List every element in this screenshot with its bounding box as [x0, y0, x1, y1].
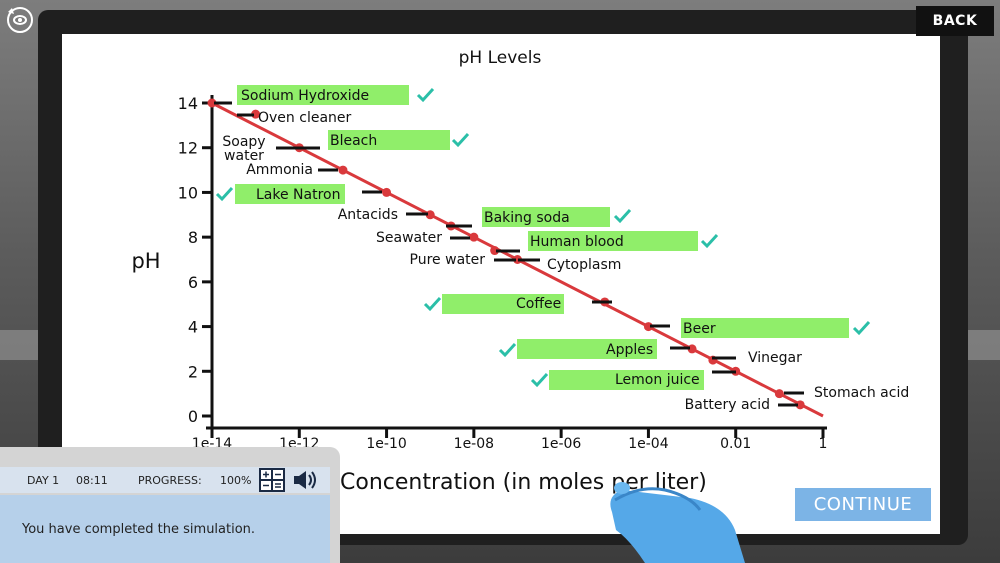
rotate-view-icon[interactable] [4, 4, 36, 36]
x-axis-title: Concentration (in moles per liter) [340, 470, 707, 495]
ph-label-text: Bleach [330, 133, 377, 149]
y-tick-label: 12 [178, 139, 198, 158]
x-tick-label: 1 [819, 436, 828, 452]
ph-label-text: Stomach acid [814, 385, 909, 401]
check-icon [852, 320, 871, 336]
ph-label-text: water [224, 148, 264, 164]
matched-label-box[interactable] [528, 231, 698, 251]
ph-label-text: Vinegar [748, 350, 802, 366]
speaker-icon[interactable] [292, 469, 320, 491]
data-point [490, 246, 500, 256]
x-tick-label: 1e-08 [454, 436, 494, 452]
status-bar: DAY 1 08:11 PROGRESS: 100% [0, 467, 330, 493]
calculator-icon[interactable] [259, 468, 285, 492]
data-point [469, 232, 479, 242]
check-icon [423, 296, 442, 312]
back-button[interactable]: BACK [916, 6, 994, 36]
x-tick-label: 1e-04 [628, 436, 668, 452]
check-icon [416, 87, 435, 103]
ph-label-text: Human blood [530, 234, 624, 250]
ph-label-text: Oven cleaner [258, 110, 352, 126]
y-tick-label: 0 [188, 407, 198, 426]
data-point [207, 98, 217, 108]
check-icon [700, 233, 719, 249]
data-point [643, 322, 653, 332]
check-icon [498, 342, 517, 358]
data-point [774, 389, 784, 399]
ph-label-text: Ammonia [246, 162, 313, 178]
matched-label-box[interactable] [442, 294, 564, 314]
time-label: 08:11 [76, 473, 108, 487]
check-icon [451, 132, 470, 148]
matched-label-box[interactable] [517, 339, 657, 359]
left-edge [0, 330, 40, 360]
ph-label-text: Antacids [338, 207, 398, 223]
matched-label-box[interactable] [482, 207, 610, 227]
y-tick-label: 6 [188, 273, 198, 292]
ph-label-text: Lemon juice [615, 372, 700, 388]
ph-label-text: Baking soda [484, 210, 570, 226]
matched-label-box[interactable] [237, 85, 409, 105]
status-panel: DAY 1 08:11 PROGRESS: 100% You have comp… [0, 447, 340, 563]
progress-label: PROGRESS: [138, 473, 202, 487]
ph-label-text: Sodium Hydroxide [241, 88, 369, 104]
ph-label-text: Beer [683, 321, 716, 337]
ph-label-text: Lake Natron [256, 187, 340, 203]
data-point [513, 255, 522, 264]
chart-title: pH Levels [458, 48, 542, 68]
day-label: DAY 1 [27, 473, 60, 487]
ph-label-text: Battery acid [685, 397, 770, 413]
y-tick-label: 4 [188, 318, 198, 337]
y-axis-title: pH [131, 249, 160, 273]
matched-label-box[interactable] [681, 318, 849, 338]
ph-label-text: Pure water [410, 252, 486, 268]
continue-button[interactable]: CONTINUE [795, 488, 931, 521]
data-point [338, 165, 348, 175]
ph-label-text: Soapy [222, 134, 265, 150]
progress-value: 100% [220, 473, 252, 487]
ph-label-text: Coffee [516, 296, 561, 312]
data-point [795, 400, 805, 410]
y-tick-label: 2 [188, 362, 198, 381]
y-tick-label: 14 [178, 94, 198, 113]
ph-label-text: Apples [606, 342, 653, 358]
matched-label-box[interactable] [328, 130, 450, 150]
data-point [382, 187, 392, 197]
check-icon [613, 208, 632, 224]
y-tick-label: 10 [178, 183, 198, 202]
check-icon [215, 186, 234, 202]
x-tick-label: 1e-10 [366, 436, 406, 452]
y-tick-label: 8 [188, 228, 198, 247]
x-tick-label: 1e-06 [541, 436, 581, 452]
status-message: You have completed the simulation. [0, 495, 330, 563]
ph-label-text: Cytoplasm [547, 257, 621, 273]
x-tick-label: 0.01 [720, 436, 751, 452]
ph-label-text: Seawater [376, 230, 442, 246]
check-icon [530, 372, 549, 388]
matched-label-box[interactable] [235, 184, 345, 204]
matched-label-box[interactable] [549, 370, 704, 390]
